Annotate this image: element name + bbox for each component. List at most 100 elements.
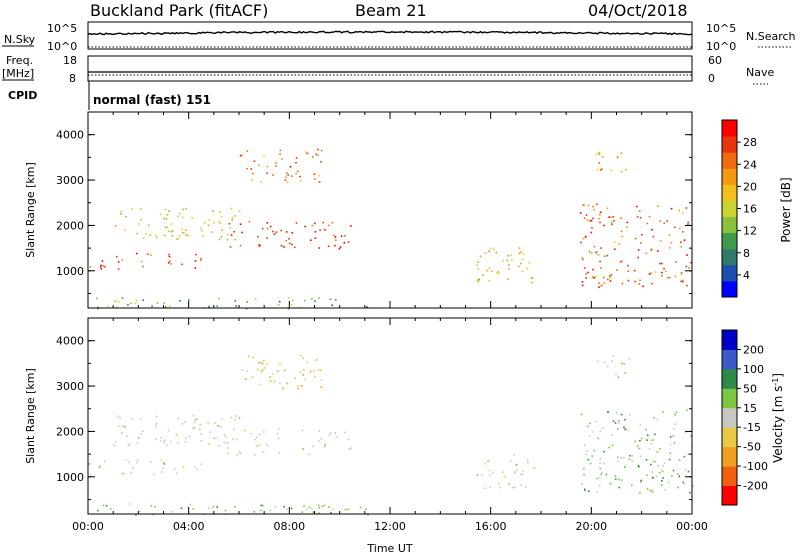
- echo-cell: [260, 180, 262, 183]
- echo-cell: [260, 509, 262, 512]
- echo-cell: [115, 255, 118, 258]
- echo-cell: [338, 248, 341, 250]
- echo-cell: [164, 439, 166, 441]
- echo-cell: [627, 270, 630, 272]
- echo-cell: [526, 459, 529, 461]
- echo-cell: [608, 446, 610, 449]
- echo-cell: [261, 504, 264, 507]
- y-tick-label: 1000: [56, 471, 84, 484]
- echo-cell: [283, 505, 285, 508]
- echo-cell: [614, 475, 617, 477]
- echo-cell: [650, 439, 652, 442]
- echo-cell: [683, 482, 685, 485]
- echo-cell: [640, 437, 643, 440]
- echo-cell: [189, 503, 192, 506]
- echo-cell: [655, 475, 658, 478]
- echo-cell: [648, 273, 651, 275]
- echo-cell: [303, 369, 305, 371]
- echo-cell: [589, 422, 591, 425]
- echo-cell: [488, 474, 491, 477]
- echo-cell: [294, 377, 296, 380]
- echo-cell: [109, 508, 112, 510]
- power-colorbar: [722, 120, 737, 298]
- echo-cell: [176, 238, 178, 240]
- echo-cell: [598, 151, 601, 154]
- echo-cell: [631, 484, 633, 487]
- echo-cell: [649, 489, 652, 492]
- echo-cell: [585, 277, 587, 279]
- echo-cell: [283, 369, 286, 372]
- echo-cell: [177, 215, 179, 218]
- echo-cell: [134, 302, 137, 305]
- nsky-tick-bottom: 10^0: [47, 40, 77, 53]
- echo-cell: [609, 277, 611, 279]
- echo-cell: [266, 165, 269, 168]
- echo-cell: [293, 246, 296, 249]
- echo-cell: [251, 376, 254, 378]
- echo-cell: [230, 234, 233, 236]
- echo-cell: [654, 271, 657, 273]
- echo-cell: [583, 444, 586, 447]
- echo-cell: [289, 242, 291, 245]
- echo-cell: [580, 413, 583, 416]
- echo-cell: [659, 240, 662, 242]
- echo-cell: [598, 484, 601, 487]
- echo-cell: [124, 229, 126, 231]
- echo-cell: [599, 467, 601, 470]
- echo-cell: [262, 451, 265, 453]
- echo-cell: [682, 481, 685, 484]
- echo-cell: [107, 305, 110, 307]
- echo-cell: [508, 482, 510, 485]
- echo-cell: [320, 149, 323, 152]
- echo-cell: [335, 436, 338, 438]
- velocity-x-axis: 00:00 04:00 08:00 12:00 16:00 20:00 00:00: [72, 318, 708, 533]
- echo-cell: [651, 282, 653, 285]
- echo-cell: [591, 226, 593, 229]
- echo-cell: [167, 262, 170, 264]
- echo-cell: [650, 248, 653, 250]
- echo-cell: [521, 258, 524, 261]
- echo-cell: [663, 222, 665, 225]
- echo-cell: [135, 300, 138, 302]
- x-tick-label: 04:00: [173, 520, 205, 533]
- echo-cell: [150, 505, 153, 507]
- echo-cell: [611, 221, 613, 224]
- echo-cell: [598, 162, 600, 164]
- echo-cell: [624, 372, 627, 374]
- echo-cell: [303, 505, 305, 507]
- echo-cell: [626, 226, 628, 228]
- echo-cell: [218, 297, 220, 300]
- echo-cell: [191, 427, 194, 430]
- echo-cell: [682, 212, 684, 215]
- echo-cell: [617, 460, 620, 463]
- echo-cell: [99, 266, 102, 268]
- echo-cell: [250, 168, 253, 170]
- echo-cell: [129, 503, 131, 505]
- echo-cell: [518, 265, 520, 268]
- echo-cell: [507, 255, 509, 257]
- echo-cell: [586, 219, 589, 222]
- y-tick-label: 3000: [56, 174, 84, 187]
- echo-cell: [582, 237, 585, 240]
- power-y-axis: 1000 2000 3000 4000: [56, 129, 692, 294]
- velocity-colorbar: [722, 330, 737, 506]
- echo-cell: [117, 261, 120, 263]
- echo-cell: [495, 251, 498, 254]
- echo-cell: [637, 256, 639, 259]
- echo-cell: [492, 472, 494, 474]
- echo-cell: [508, 268, 511, 270]
- echo-cell: [520, 473, 522, 476]
- echo-cell: [258, 444, 260, 447]
- echo-cell: [264, 367, 266, 369]
- echo-cell: [154, 506, 156, 508]
- echo-cell: [89, 473, 92, 476]
- echo-cell: [121, 472, 124, 475]
- echo-cell: [136, 442, 139, 444]
- echo-cell: [227, 452, 230, 455]
- echo-cell: [168, 253, 170, 256]
- echo-cell: [620, 413, 623, 416]
- echo-cell: [266, 172, 268, 174]
- echo-cell: [592, 205, 594, 208]
- echo-cell: [680, 280, 682, 283]
- echo-cell: [665, 270, 667, 273]
